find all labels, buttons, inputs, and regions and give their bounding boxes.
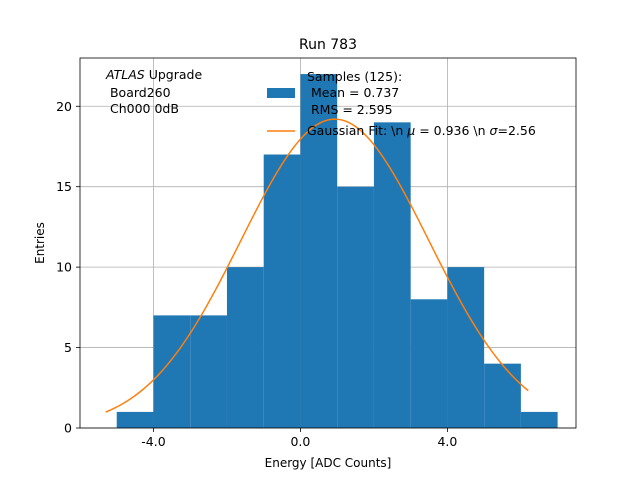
histogram-bars [116, 74, 558, 429]
annotation-box: ATLAS Upgrade Board260 Ch000 0dB [105, 67, 202, 116]
histogram-bar [373, 122, 411, 428]
x-axis-label: Energy [ADC Counts] [265, 456, 392, 470]
legend-fit-sigma: σ [490, 123, 499, 138]
y-tick-label: 20 [56, 99, 72, 114]
y-tick-label: 5 [64, 340, 72, 355]
annotation-experiment: ATLAS Upgrade [105, 67, 202, 82]
histogram-bar [484, 363, 521, 428]
histogram-bar [116, 411, 154, 428]
gaussian-fit-curve [105, 118, 529, 413]
histogram-bar [190, 315, 227, 428]
histogram-bar [263, 154, 301, 429]
histogram-bar [153, 315, 191, 428]
y-tick-label: 10 [56, 260, 72, 275]
y-tick-label: 15 [56, 179, 72, 194]
histogram-bar [520, 411, 558, 428]
x-tick-label: 0.0 [290, 434, 310, 449]
annotation-board: Board260 [106, 85, 171, 100]
annotation-experiment-name: ATLAS [105, 67, 145, 82]
legend-fit-text-a: Gaussian Fit: \n [307, 123, 407, 138]
histogram-bar [337, 186, 374, 428]
legend-fit-text-b: = 0.936 \n [415, 123, 489, 138]
legend-fit-label: Gaussian Fit: \n μ = 0.936 \n σ=2.56 [307, 123, 536, 138]
chart-title: Run 783 [299, 37, 357, 53]
legend-hist-mean: Mean = 0.737 [307, 85, 399, 100]
annotation-channel: Ch000 0dB [106, 101, 179, 116]
histogram-bar [410, 299, 448, 428]
histogram-bar [226, 267, 264, 428]
annotation-experiment-suffix: Upgrade [145, 67, 203, 82]
y-axis-label: Entries [33, 222, 47, 264]
histogram-bar [447, 267, 485, 428]
plot-area [79, 57, 577, 429]
plot-frame [79, 57, 577, 429]
legend-hist-rms: RMS = 2.595 [307, 102, 393, 117]
legend-fit-text-c: =2.56 [497, 123, 535, 138]
y-tick-label: 0 [64, 421, 72, 436]
legend-hist-swatch [267, 88, 295, 98]
legend-hist-title: Samples (125): [307, 69, 402, 84]
legend-fit-mu: μ [406, 123, 415, 138]
x-tick-label: 4.0 [437, 434, 457, 449]
x-tick-label: -4.0 [141, 434, 165, 449]
legend: Samples (125): Mean = 0.737 RMS = 2.595 … [267, 69, 536, 138]
axis-ticks: -4.0 0.0 4.0 0 5 10 15 20 [56, 99, 457, 449]
